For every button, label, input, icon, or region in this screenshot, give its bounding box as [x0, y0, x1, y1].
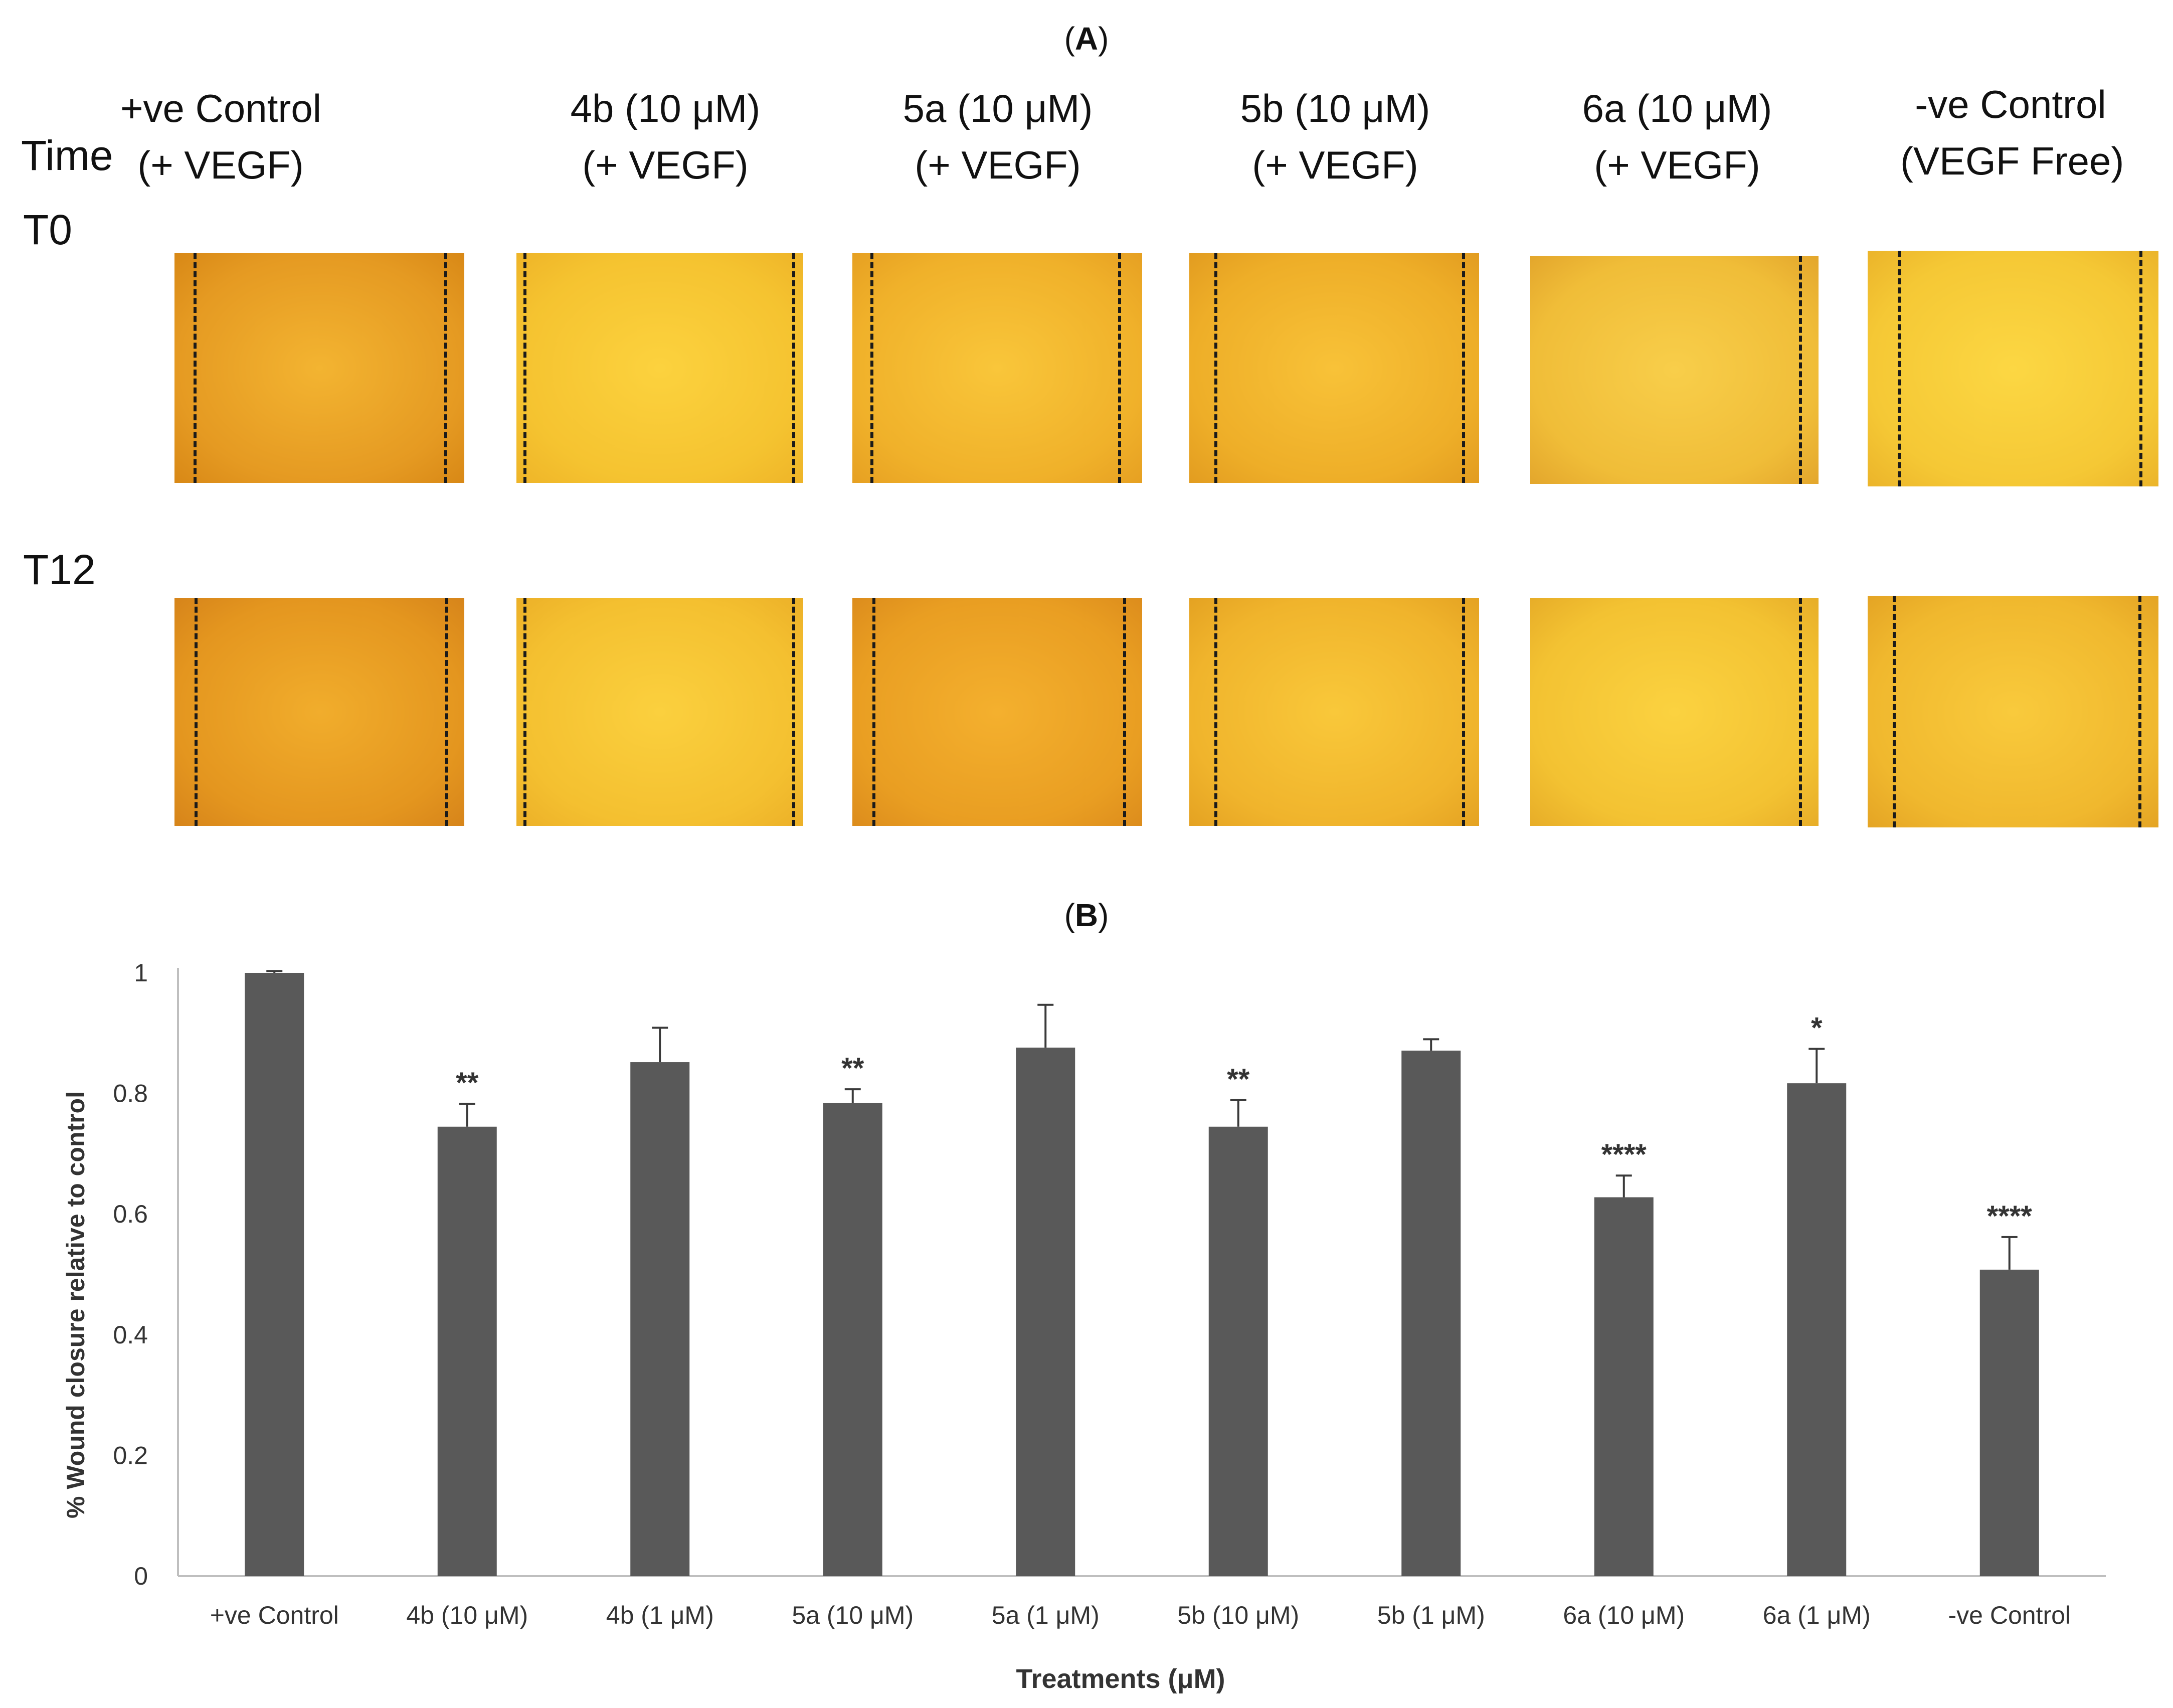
- micrograph-t0-pos-control: [174, 253, 464, 483]
- bar: [1594, 1197, 1654, 1576]
- bar: [630, 1062, 690, 1576]
- x-tick-label: -ve Control: [1948, 1601, 2071, 1629]
- bar: [1016, 1048, 1075, 1576]
- x-tick-label: +ve Control: [210, 1601, 339, 1629]
- x-tick-label: 5b (1 μM): [1377, 1601, 1485, 1629]
- y-tick-label: 0.6: [113, 1200, 148, 1228]
- bar: [1208, 1126, 1268, 1576]
- micrograph-t0-6a: [1530, 256, 1819, 484]
- column-label: 5a (10 μM) (+ VEGF): [902, 86, 1093, 188]
- significance-marker: **: [456, 1067, 479, 1099]
- significance-marker: *: [1811, 1012, 1823, 1045]
- panel-b-title: (B): [1064, 897, 1109, 933]
- row-label-t0: T0: [23, 206, 73, 253]
- micrograph-t0-5b: [1189, 253, 1479, 483]
- significance-marker: ****: [1601, 1138, 1647, 1171]
- bar: [823, 1103, 882, 1576]
- micrograph-t0-4b: [516, 253, 803, 483]
- column-label: +ve Control (+ VEGF): [120, 86, 322, 188]
- micrograph-t12-neg-control: [1868, 596, 2158, 827]
- x-tick-label: 6a (1 μM): [1763, 1601, 1871, 1629]
- significance-marker: **: [841, 1052, 864, 1085]
- micrograph-t12-pos-control: [174, 598, 464, 826]
- bar: [437, 1126, 497, 1576]
- micrograph-t12-5a: [852, 598, 1142, 826]
- y-axis-title: % Wound closure relative to control: [62, 1091, 90, 1518]
- x-tick-label: 4b (1 μM): [606, 1601, 714, 1629]
- bar: [1401, 1051, 1461, 1576]
- y-tick-label: 0.2: [113, 1441, 148, 1469]
- x-tick-label: 5a (1 μM): [992, 1601, 1100, 1629]
- panel-a-title: (A): [1064, 21, 1109, 57]
- column-label: -ve Control (VEGF Free): [1900, 82, 2124, 184]
- y-tick-label: 0.4: [113, 1321, 148, 1349]
- x-tick-label: 4b (10 μM): [406, 1601, 528, 1629]
- micrograph-t12-5b: [1189, 598, 1479, 826]
- time-header: Time: [21, 132, 113, 179]
- x-tick-label: 5a (10 μM): [792, 1601, 914, 1629]
- micrograph-t0-neg-control: [1868, 251, 2158, 486]
- significance-marker: **: [1227, 1063, 1250, 1096]
- micrograph-t0-5a: [852, 253, 1142, 483]
- bar: [1979, 1269, 2039, 1576]
- bar: [1787, 1083, 1847, 1576]
- row-label-t12: T12: [23, 546, 96, 593]
- x-tick-label: 5b (10 μM): [1177, 1601, 1299, 1629]
- column-label: 5b (10 μM) (+ VEGF): [1240, 86, 1430, 188]
- bar: [245, 973, 304, 1576]
- y-tick-label: 0: [134, 1562, 148, 1590]
- column-label: 4b (10 μM) (+ VEGF): [570, 86, 761, 188]
- micrograph-t12-4b: [516, 598, 803, 826]
- significance-marker: ****: [1987, 1200, 2033, 1233]
- y-tick-label: 1: [134, 959, 148, 987]
- x-tick-label: 6a (10 μM): [1563, 1601, 1685, 1629]
- y-tick-label: 0.8: [113, 1080, 148, 1108]
- micrograph-t12-6a: [1530, 598, 1819, 826]
- column-label: 6a (10 μM) (+ VEGF): [1582, 86, 1772, 188]
- x-axis-title: Treatments (μM): [1016, 1664, 1225, 1694]
